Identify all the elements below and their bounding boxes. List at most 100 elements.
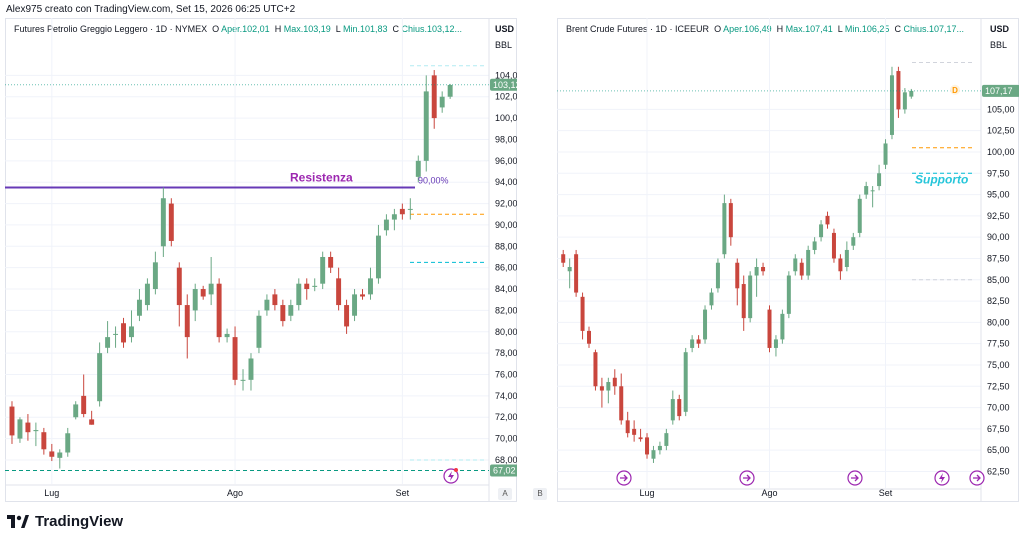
- candle-body: [587, 330, 592, 344]
- legend-open: Aper.106,49: [723, 24, 772, 34]
- y-tick-label: 70,00: [987, 403, 1010, 413]
- pane-button-b[interactable]: B: [533, 488, 547, 500]
- candle-body: [780, 313, 785, 340]
- x-tick-label: Ago: [761, 488, 777, 498]
- candle-body: [375, 235, 381, 279]
- candle-body: [192, 289, 198, 311]
- candle-body: [97, 353, 103, 402]
- candle-body: [599, 386, 604, 391]
- legend-close: Chius.103,12...: [401, 24, 463, 34]
- y-tick-label: 77,50: [987, 339, 1010, 349]
- lightning-icon-bolt: [448, 471, 454, 481]
- candle-body: [864, 186, 869, 195]
- y-tick-label: 82,00: [495, 305, 517, 315]
- candle-body: [883, 143, 888, 165]
- y-tick-label: 100,00: [987, 147, 1015, 157]
- legend-l-label: L: [335, 24, 341, 34]
- lightning-icon-bolt: [939, 473, 945, 483]
- candle-body: [793, 258, 798, 272]
- y-tick-label: 82,50: [987, 296, 1010, 306]
- y-tick-label: 65,00: [987, 445, 1010, 455]
- candle-body: [838, 258, 843, 272]
- candle-body: [799, 262, 804, 276]
- candle-body: [391, 214, 397, 220]
- candle-body: [383, 219, 389, 231]
- brand-name: TradingView: [35, 513, 124, 530]
- candle-body: [703, 309, 708, 340]
- candle-body: [574, 254, 579, 293]
- candle-body: [73, 404, 79, 418]
- candle-body: [677, 399, 682, 417]
- candle-body: [431, 75, 437, 119]
- candle-body: [200, 289, 206, 297]
- event-arrow-icon: [616, 470, 632, 486]
- candle-body: [33, 430, 39, 432]
- candle-body: [415, 160, 421, 177]
- y-tick-label: 75,00: [987, 360, 1010, 370]
- x-tick-label: Lug: [44, 488, 59, 498]
- dividend-marker: D: [952, 86, 958, 95]
- chart-pane-left[interactable]: [5, 18, 517, 502]
- candle-body: [360, 294, 365, 297]
- candle-body: [754, 267, 759, 276]
- candle-body: [773, 339, 778, 348]
- candle-body: [352, 294, 358, 316]
- pane-button-a[interactable]: A: [498, 488, 512, 500]
- candle-body: [606, 382, 611, 391]
- candle-body: [121, 323, 126, 343]
- candle-body: [870, 190, 875, 192]
- candle-body: [81, 395, 87, 415]
- y-tick-label: 80,00: [495, 327, 517, 337]
- candle-body: [761, 267, 766, 272]
- candle-body: [129, 326, 134, 338]
- candle-body: [240, 379, 246, 381]
- y-tick-label: 88,00: [495, 241, 517, 251]
- candle-body: [439, 96, 445, 108]
- lightning-icon: [443, 468, 459, 484]
- candlestick-chart-right[interactable]: 62,50 65,00 67,50 70,00 72,50 75,00 77,50 80,00…: [557, 18, 1019, 502]
- candle-body: [9, 406, 15, 436]
- candle-body: [580, 296, 585, 331]
- y-tick-label: 85,00: [987, 275, 1010, 285]
- candle-body: [625, 420, 630, 434]
- candle-body: [248, 358, 254, 380]
- candle-body: [447, 84, 453, 97]
- candle-body: [806, 249, 811, 276]
- unit-label-right: BBL: [990, 40, 1008, 50]
- currency-label-right: USD: [990, 24, 1010, 34]
- chart-pane-right[interactable]: [557, 18, 1019, 502]
- candle-body: [651, 450, 656, 459]
- candle-body: [722, 203, 727, 255]
- currency-label-left: USD: [495, 24, 515, 34]
- candle-body: [709, 292, 714, 306]
- legend-high: Max.107,41: [785, 24, 833, 34]
- candle-body: [89, 419, 95, 425]
- candle-body: [657, 445, 662, 451]
- candle-body: [312, 285, 318, 287]
- legend-symbol: Brent Crude Futures · 1D · ICEEUR: [566, 24, 710, 34]
- candle-body: [176, 267, 182, 306]
- y-tick-label: 98,00: [495, 134, 517, 144]
- candle-body: [296, 283, 302, 306]
- last-price-badge-text: 107,17: [985, 86, 1013, 96]
- y-tick-label: 80,00: [987, 317, 1010, 327]
- candle-body: [328, 256, 334, 268]
- candle-body: [715, 262, 720, 289]
- candle-body: [57, 452, 63, 458]
- tradingview-brand: TradingView: [7, 513, 123, 530]
- y-tick-label: 90,00: [495, 220, 517, 230]
- candle-body: [49, 451, 55, 457]
- candle-body: [896, 71, 901, 110]
- candle-body: [25, 422, 31, 433]
- legend-o-label: O: [714, 24, 722, 34]
- annotation-supporto: Supporto: [915, 173, 968, 187]
- y-tick-label: 102,00: [495, 92, 517, 102]
- legend-high: Max.103,19: [283, 24, 331, 34]
- candle-body: [619, 386, 624, 421]
- legend-c-label: C: [894, 24, 901, 34]
- candle-body: [17, 419, 23, 439]
- candle-body: [264, 299, 270, 311]
- y-tick-label: 70,00: [495, 434, 517, 444]
- candlestick-chart-left[interactable]: 68,00 70,00 72,00 74,00 76,00 78,00 80,00 82,00…: [5, 18, 517, 502]
- candle-body: [690, 339, 695, 348]
